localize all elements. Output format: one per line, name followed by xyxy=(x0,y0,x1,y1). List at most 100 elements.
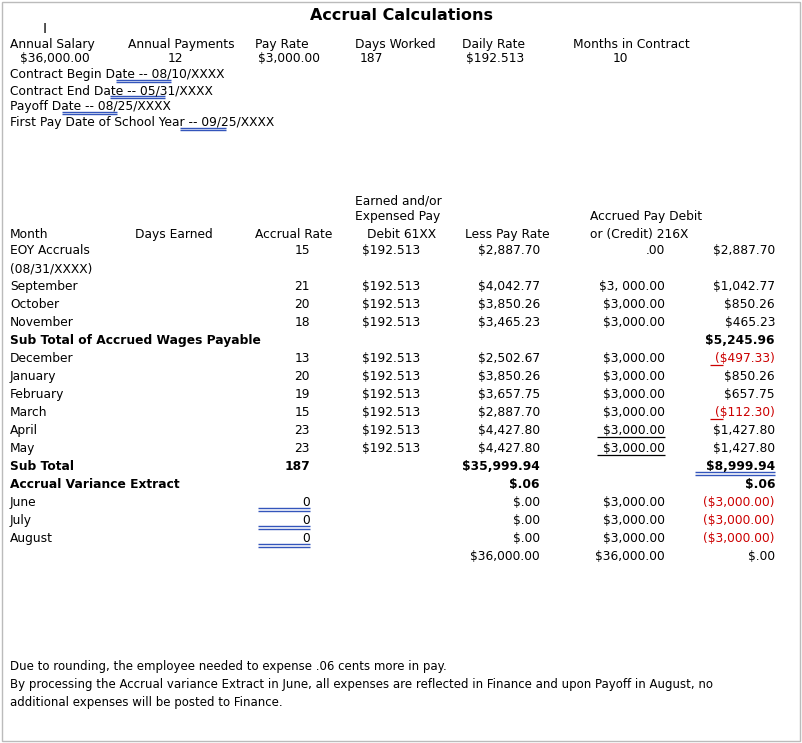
Text: Contract Begin Date -- 08/10/XXXX: Contract Begin Date -- 08/10/XXXX xyxy=(10,68,225,81)
Text: 21: 21 xyxy=(294,280,310,293)
Text: $192.513: $192.513 xyxy=(362,406,420,419)
Text: ($3,000.00): ($3,000.00) xyxy=(703,514,775,527)
Text: June: June xyxy=(10,496,37,509)
Text: $3,000.00: $3,000.00 xyxy=(603,424,665,437)
Text: $1,042.77: $1,042.77 xyxy=(713,280,775,293)
Text: $4,427.80: $4,427.80 xyxy=(478,424,540,437)
Text: 187: 187 xyxy=(360,52,383,65)
Text: $3,850.26: $3,850.26 xyxy=(478,370,540,383)
Text: $4,042.77: $4,042.77 xyxy=(478,280,540,293)
Text: $192.513: $192.513 xyxy=(362,298,420,311)
Text: Accrual Variance Extract: Accrual Variance Extract xyxy=(10,478,180,491)
Text: $192.513: $192.513 xyxy=(362,244,420,257)
Text: $1,427.80: $1,427.80 xyxy=(713,424,775,437)
Text: ($3,000.00): ($3,000.00) xyxy=(703,496,775,509)
Text: $3,000.00: $3,000.00 xyxy=(603,406,665,419)
Text: $3,850.26: $3,850.26 xyxy=(478,298,540,311)
Text: ($112.30): ($112.30) xyxy=(715,406,775,419)
Text: Annual Salary: Annual Salary xyxy=(10,38,95,51)
Text: $36,000.00: $36,000.00 xyxy=(20,52,90,65)
Text: Due to rounding, the employee needed to expense .06 cents more in pay.: Due to rounding, the employee needed to … xyxy=(10,660,447,673)
Text: $3,000.00: $3,000.00 xyxy=(258,52,320,65)
Text: 15: 15 xyxy=(294,406,310,419)
Text: Sub Total of Accrued Wages Payable: Sub Total of Accrued Wages Payable xyxy=(10,334,261,347)
Text: 19: 19 xyxy=(294,388,310,401)
Text: February: February xyxy=(10,388,64,401)
Text: Annual Payments: Annual Payments xyxy=(128,38,235,51)
Text: May: May xyxy=(10,442,35,455)
Text: .00: .00 xyxy=(646,244,665,257)
Text: $35,999.94: $35,999.94 xyxy=(462,460,540,473)
Text: 23: 23 xyxy=(294,424,310,437)
Text: ($3,000.00): ($3,000.00) xyxy=(703,532,775,545)
Text: Months in Contract: Months in Contract xyxy=(573,38,690,51)
Text: 10: 10 xyxy=(613,52,629,65)
Text: October: October xyxy=(10,298,59,311)
Text: $3,465.23: $3,465.23 xyxy=(478,316,540,329)
Text: $192.513: $192.513 xyxy=(362,388,420,401)
Text: Debit 61XX: Debit 61XX xyxy=(367,228,436,241)
Text: $3,000.00: $3,000.00 xyxy=(603,370,665,383)
Text: or (Credit) 216X: or (Credit) 216X xyxy=(590,228,688,241)
Text: $36,000.00: $36,000.00 xyxy=(470,550,540,563)
Text: September: September xyxy=(10,280,78,293)
Text: Pay Rate: Pay Rate xyxy=(255,38,309,51)
Text: $3,000.00: $3,000.00 xyxy=(603,388,665,401)
Text: Daily Rate: Daily Rate xyxy=(462,38,525,51)
Text: November: November xyxy=(10,316,74,329)
Text: $3,000.00: $3,000.00 xyxy=(603,298,665,311)
Text: 0: 0 xyxy=(302,496,310,509)
Text: Contract End Date -- 05/31/XXXX: Contract End Date -- 05/31/XXXX xyxy=(10,84,213,97)
Text: 13: 13 xyxy=(294,352,310,365)
Text: $5,245.96: $5,245.96 xyxy=(706,334,775,347)
Text: Accrual Calculations: Accrual Calculations xyxy=(310,8,492,23)
Text: July: July xyxy=(10,514,32,527)
Text: $.06: $.06 xyxy=(744,478,775,491)
Text: $3,000.00: $3,000.00 xyxy=(603,316,665,329)
Text: $192.513: $192.513 xyxy=(362,316,420,329)
Text: $4,427.80: $4,427.80 xyxy=(478,442,540,455)
Text: March: March xyxy=(10,406,47,419)
Text: ($497.33): ($497.33) xyxy=(715,352,775,365)
Text: 0: 0 xyxy=(302,514,310,527)
Text: By processing the Accrual variance Extract in June, all expenses are reflected i: By processing the Accrual variance Extra… xyxy=(10,678,713,691)
Text: $3, 000.00: $3, 000.00 xyxy=(599,280,665,293)
Text: 23: 23 xyxy=(294,442,310,455)
Text: 20: 20 xyxy=(294,298,310,311)
Text: Accrued Pay Debit: Accrued Pay Debit xyxy=(590,210,702,223)
Text: Accrual Rate: Accrual Rate xyxy=(255,228,332,241)
Text: $657.75: $657.75 xyxy=(724,388,775,401)
Text: Earned and/or: Earned and/or xyxy=(355,195,442,208)
Text: $192.513: $192.513 xyxy=(466,52,525,65)
Text: $.00: $.00 xyxy=(512,496,540,509)
Text: 187: 187 xyxy=(284,460,310,473)
Text: $36,000.00: $36,000.00 xyxy=(595,550,665,563)
Text: $3,657.75: $3,657.75 xyxy=(478,388,540,401)
Text: Less Pay Rate: Less Pay Rate xyxy=(465,228,549,241)
Text: $850.26: $850.26 xyxy=(724,370,775,383)
Text: $3,000.00: $3,000.00 xyxy=(603,532,665,545)
Text: $192.513: $192.513 xyxy=(362,424,420,437)
Text: Days Earned: Days Earned xyxy=(135,228,213,241)
Text: $2,502.67: $2,502.67 xyxy=(478,352,540,365)
Text: $.00: $.00 xyxy=(512,514,540,527)
Text: $3,000.00: $3,000.00 xyxy=(603,496,665,509)
Text: $.06: $.06 xyxy=(509,478,540,491)
Text: $3,000.00: $3,000.00 xyxy=(603,352,665,365)
Text: August: August xyxy=(10,532,53,545)
Text: April: April xyxy=(10,424,38,437)
Text: $.00: $.00 xyxy=(512,532,540,545)
Text: Expensed Pay: Expensed Pay xyxy=(355,210,440,223)
Text: Payoff Date -- 08/25/XXXX: Payoff Date -- 08/25/XXXX xyxy=(10,100,171,113)
Text: $8,999.94: $8,999.94 xyxy=(706,460,775,473)
Text: Sub Total: Sub Total xyxy=(10,460,74,473)
Text: $.00: $.00 xyxy=(748,550,775,563)
Text: Month: Month xyxy=(10,228,48,241)
Text: 15: 15 xyxy=(294,244,310,257)
Text: $3,000.00: $3,000.00 xyxy=(603,442,665,455)
Text: 0: 0 xyxy=(302,532,310,545)
Text: First Pay Date of School Year -- 09/25/XXXX: First Pay Date of School Year -- 09/25/X… xyxy=(10,116,274,129)
Text: $1,427.80: $1,427.80 xyxy=(713,442,775,455)
Text: 18: 18 xyxy=(294,316,310,329)
Text: $2,887.70: $2,887.70 xyxy=(713,244,775,257)
